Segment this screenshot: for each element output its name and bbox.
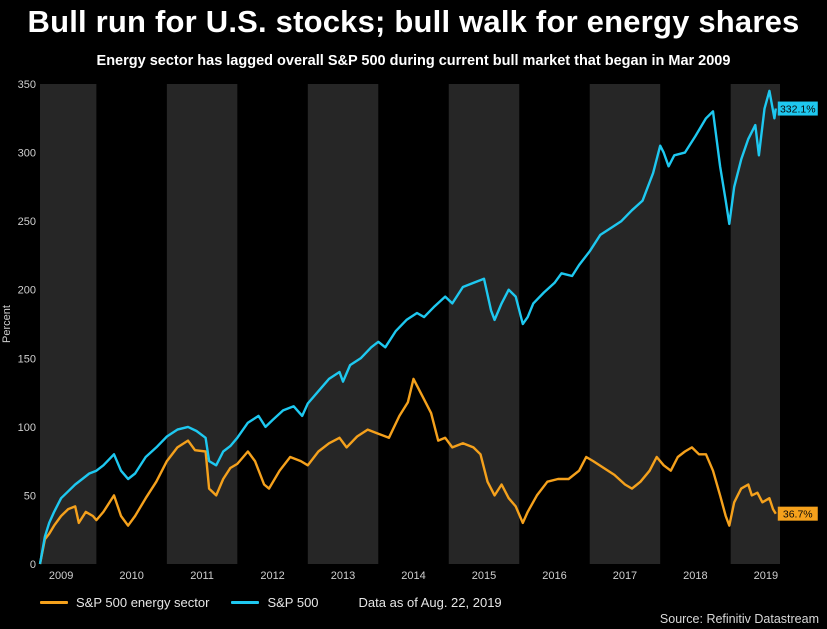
- x-tick-2011: 2011: [190, 570, 214, 582]
- line-chart: 0 50 100 150 200 250 300 350 2009 2010 2011 2012 201…: [1, 79, 818, 582]
- x-tick-2019: 2019: [754, 570, 778, 582]
- chart-title: Bull run for U.S. stocks; bull walk for …: [27, 4, 800, 39]
- year-band-2011: [166, 84, 238, 564]
- legend-label-energy: S&P 500 energy sector: [76, 595, 210, 610]
- year-band-2013: [307, 84, 379, 564]
- end-label-box-energy: [777, 506, 818, 521]
- legend-item-sp500: S&P 500: [231, 595, 319, 610]
- y-tick-300: 300: [18, 148, 36, 160]
- sp500-swatch: [231, 601, 260, 604]
- x-tick-2013: 2013: [331, 570, 355, 582]
- year-band-2009: [40, 84, 97, 564]
- x-tick-2018: 2018: [683, 570, 707, 582]
- end-label-sp500: 332.1%: [780, 104, 816, 116]
- y-tick-200: 200: [18, 285, 36, 297]
- year-band-2015: [448, 84, 520, 564]
- series-line-energy: [38, 377, 777, 565]
- energy-swatch: [40, 601, 68, 604]
- x-tick-2015: 2015: [472, 570, 496, 582]
- x-tick-2014: 2014: [401, 570, 425, 582]
- y-tick-150: 150: [18, 353, 36, 365]
- y-tick-250: 250: [18, 216, 36, 228]
- y-tick-0: 0: [30, 559, 36, 571]
- year-band-2017: [589, 84, 661, 564]
- chart-subtitle: Energy sector has lagged overall S&P 500…: [96, 53, 731, 69]
- year-band-2019: [730, 84, 780, 564]
- y-tick-350: 350: [18, 79, 36, 91]
- y-axis-label: Percent: [1, 305, 13, 343]
- legend-item-energy: S&P 500 energy sector: [40, 595, 209, 610]
- x-tick-2016: 2016: [542, 570, 566, 582]
- x-tick-2009: 2009: [49, 570, 73, 582]
- x-tick-2010: 2010: [119, 570, 143, 582]
- legend-label-sp500: S&P 500: [267, 595, 319, 610]
- source-credit: Source: Refinitiv Datastream: [659, 612, 819, 626]
- data-date-note: Data as of Aug. 22, 2019: [358, 595, 502, 610]
- series-line-sp500: [38, 89, 777, 565]
- y-tick-50: 50: [24, 490, 36, 502]
- y-tick-100: 100: [18, 422, 36, 434]
- x-tick-2012: 2012: [260, 570, 284, 582]
- end-label-energy: 36.7%: [783, 509, 813, 521]
- legend: S&P 500 energy sector S&P 500 Data as of…: [40, 595, 502, 610]
- end-label-box-sp500: [777, 101, 818, 116]
- x-tick-2017: 2017: [613, 570, 637, 582]
